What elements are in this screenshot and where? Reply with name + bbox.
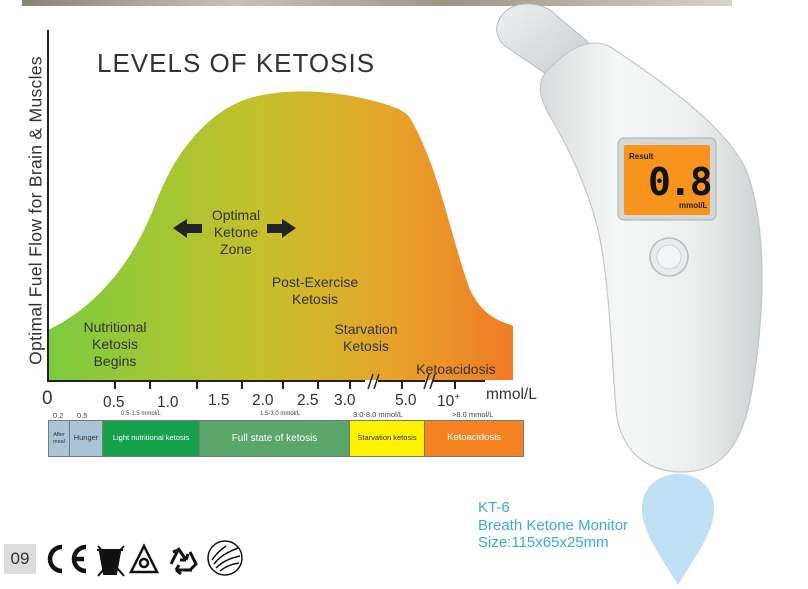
x-tick-label: 2.5 xyxy=(297,392,319,409)
fda-eagle-icon xyxy=(207,540,243,576)
range-label: 1.5-3.0 mmol/L xyxy=(260,411,301,417)
breath-ketone-device xyxy=(496,3,763,585)
x-tick-label: 2.0 xyxy=(252,392,274,409)
screen-unit: mmol/L xyxy=(679,201,708,210)
product-size: Size:115x65x25mm xyxy=(478,534,609,551)
power-button-inner xyxy=(656,244,682,270)
x-tick-label: 0 xyxy=(42,388,53,409)
range-label: 0.2 xyxy=(53,411,64,420)
optimal-zone-label: Optimal Ketone Zone xyxy=(211,207,261,257)
product-info: KT-6 Breath Ketone Monitor Size:115x65x2… xyxy=(478,499,628,552)
page-number: 09 xyxy=(4,544,36,574)
weee-bin-icon xyxy=(97,545,125,577)
bar-segment-ketoacidosis: Ketoacidosis xyxy=(424,420,524,457)
range-label: >8.0 mmol/L xyxy=(452,410,494,419)
axis-break-mark xyxy=(367,373,380,390)
arrow-left-icon xyxy=(173,219,202,238)
lcd-screen xyxy=(624,145,710,215)
hazard-triangle-icon xyxy=(128,543,160,574)
ce-mark-icon xyxy=(47,544,87,574)
post-exercise-label: Post-Exercise Ketosis xyxy=(271,274,359,307)
starvation-label: Starvation Ketosis xyxy=(334,321,398,354)
bar-segment-light-ketosis: Light nutritional ketosis xyxy=(102,420,200,457)
product-name: Breath Ketone Monitor xyxy=(478,516,629,534)
header-photo-strip xyxy=(22,0,732,6)
recycle-icon xyxy=(169,547,198,576)
screen-result-label: Result xyxy=(629,152,654,161)
x-tick-label: 1.0 xyxy=(157,394,179,411)
ketoacidosis-label: Ketoacidosis xyxy=(416,361,496,377)
x-axis-unit: mmol/L xyxy=(486,386,537,403)
x-tick-label: 3.0 xyxy=(334,392,356,409)
y-axis-label: Optimal Fuel Flow for Brain & Muscles xyxy=(25,56,46,365)
x-tick-marks xyxy=(114,381,456,389)
x-tick-label: 5.0 xyxy=(395,392,417,409)
x-tick-label: 10+ xyxy=(437,392,461,411)
arrow-right-icon xyxy=(267,219,296,238)
product-model: KT-6 xyxy=(478,499,510,516)
certification-logos xyxy=(47,540,243,577)
ketosis-curve-area xyxy=(48,91,513,381)
bar-segment-full-ketosis: Full state of ketosis xyxy=(199,420,350,457)
axis-break-mark xyxy=(423,373,436,390)
water-drop-shape xyxy=(641,474,715,585)
range-label: 0.5-1.5 mmol/L xyxy=(121,411,162,417)
range-label: 3.0-8.0 mmol/L xyxy=(353,410,404,419)
bar-segment-hunger: Hunger xyxy=(69,420,103,457)
range-label: 0.5 xyxy=(77,411,88,420)
bar-segment-starvation: Starvation ketosis xyxy=(349,420,425,457)
nutritional-ketosis-label: Nutritional Ketosis Begins xyxy=(83,319,147,369)
x-tick-label: 1.5 xyxy=(208,392,230,409)
bar-segment-after-meal: After meal xyxy=(48,420,70,457)
screen-reading: 0.8 xyxy=(648,160,713,204)
chart-title: LEVELS OF KETOSIS xyxy=(97,48,376,78)
x-tick-label: 0.5 xyxy=(103,394,125,411)
